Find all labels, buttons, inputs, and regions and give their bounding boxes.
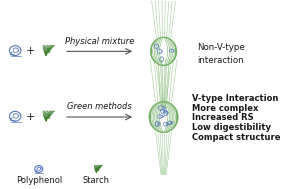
Text: More complex: More complex (192, 104, 258, 112)
Text: Polyphenol: Polyphenol (16, 176, 63, 184)
Text: Physical mixture: Physical mixture (65, 37, 134, 46)
Text: Compact structure: Compact structure (192, 133, 280, 142)
Text: Starch: Starch (83, 176, 110, 184)
Text: +: + (26, 46, 35, 56)
Text: Non-V-type: Non-V-type (197, 43, 245, 52)
Text: Green methods: Green methods (67, 102, 132, 111)
Text: +: + (26, 112, 35, 122)
Text: interaction: interaction (197, 56, 244, 65)
Text: V-type Interaction: V-type Interaction (192, 94, 278, 103)
Text: Increased RS: Increased RS (192, 113, 254, 122)
Text: Low digestibility: Low digestibility (192, 123, 271, 132)
